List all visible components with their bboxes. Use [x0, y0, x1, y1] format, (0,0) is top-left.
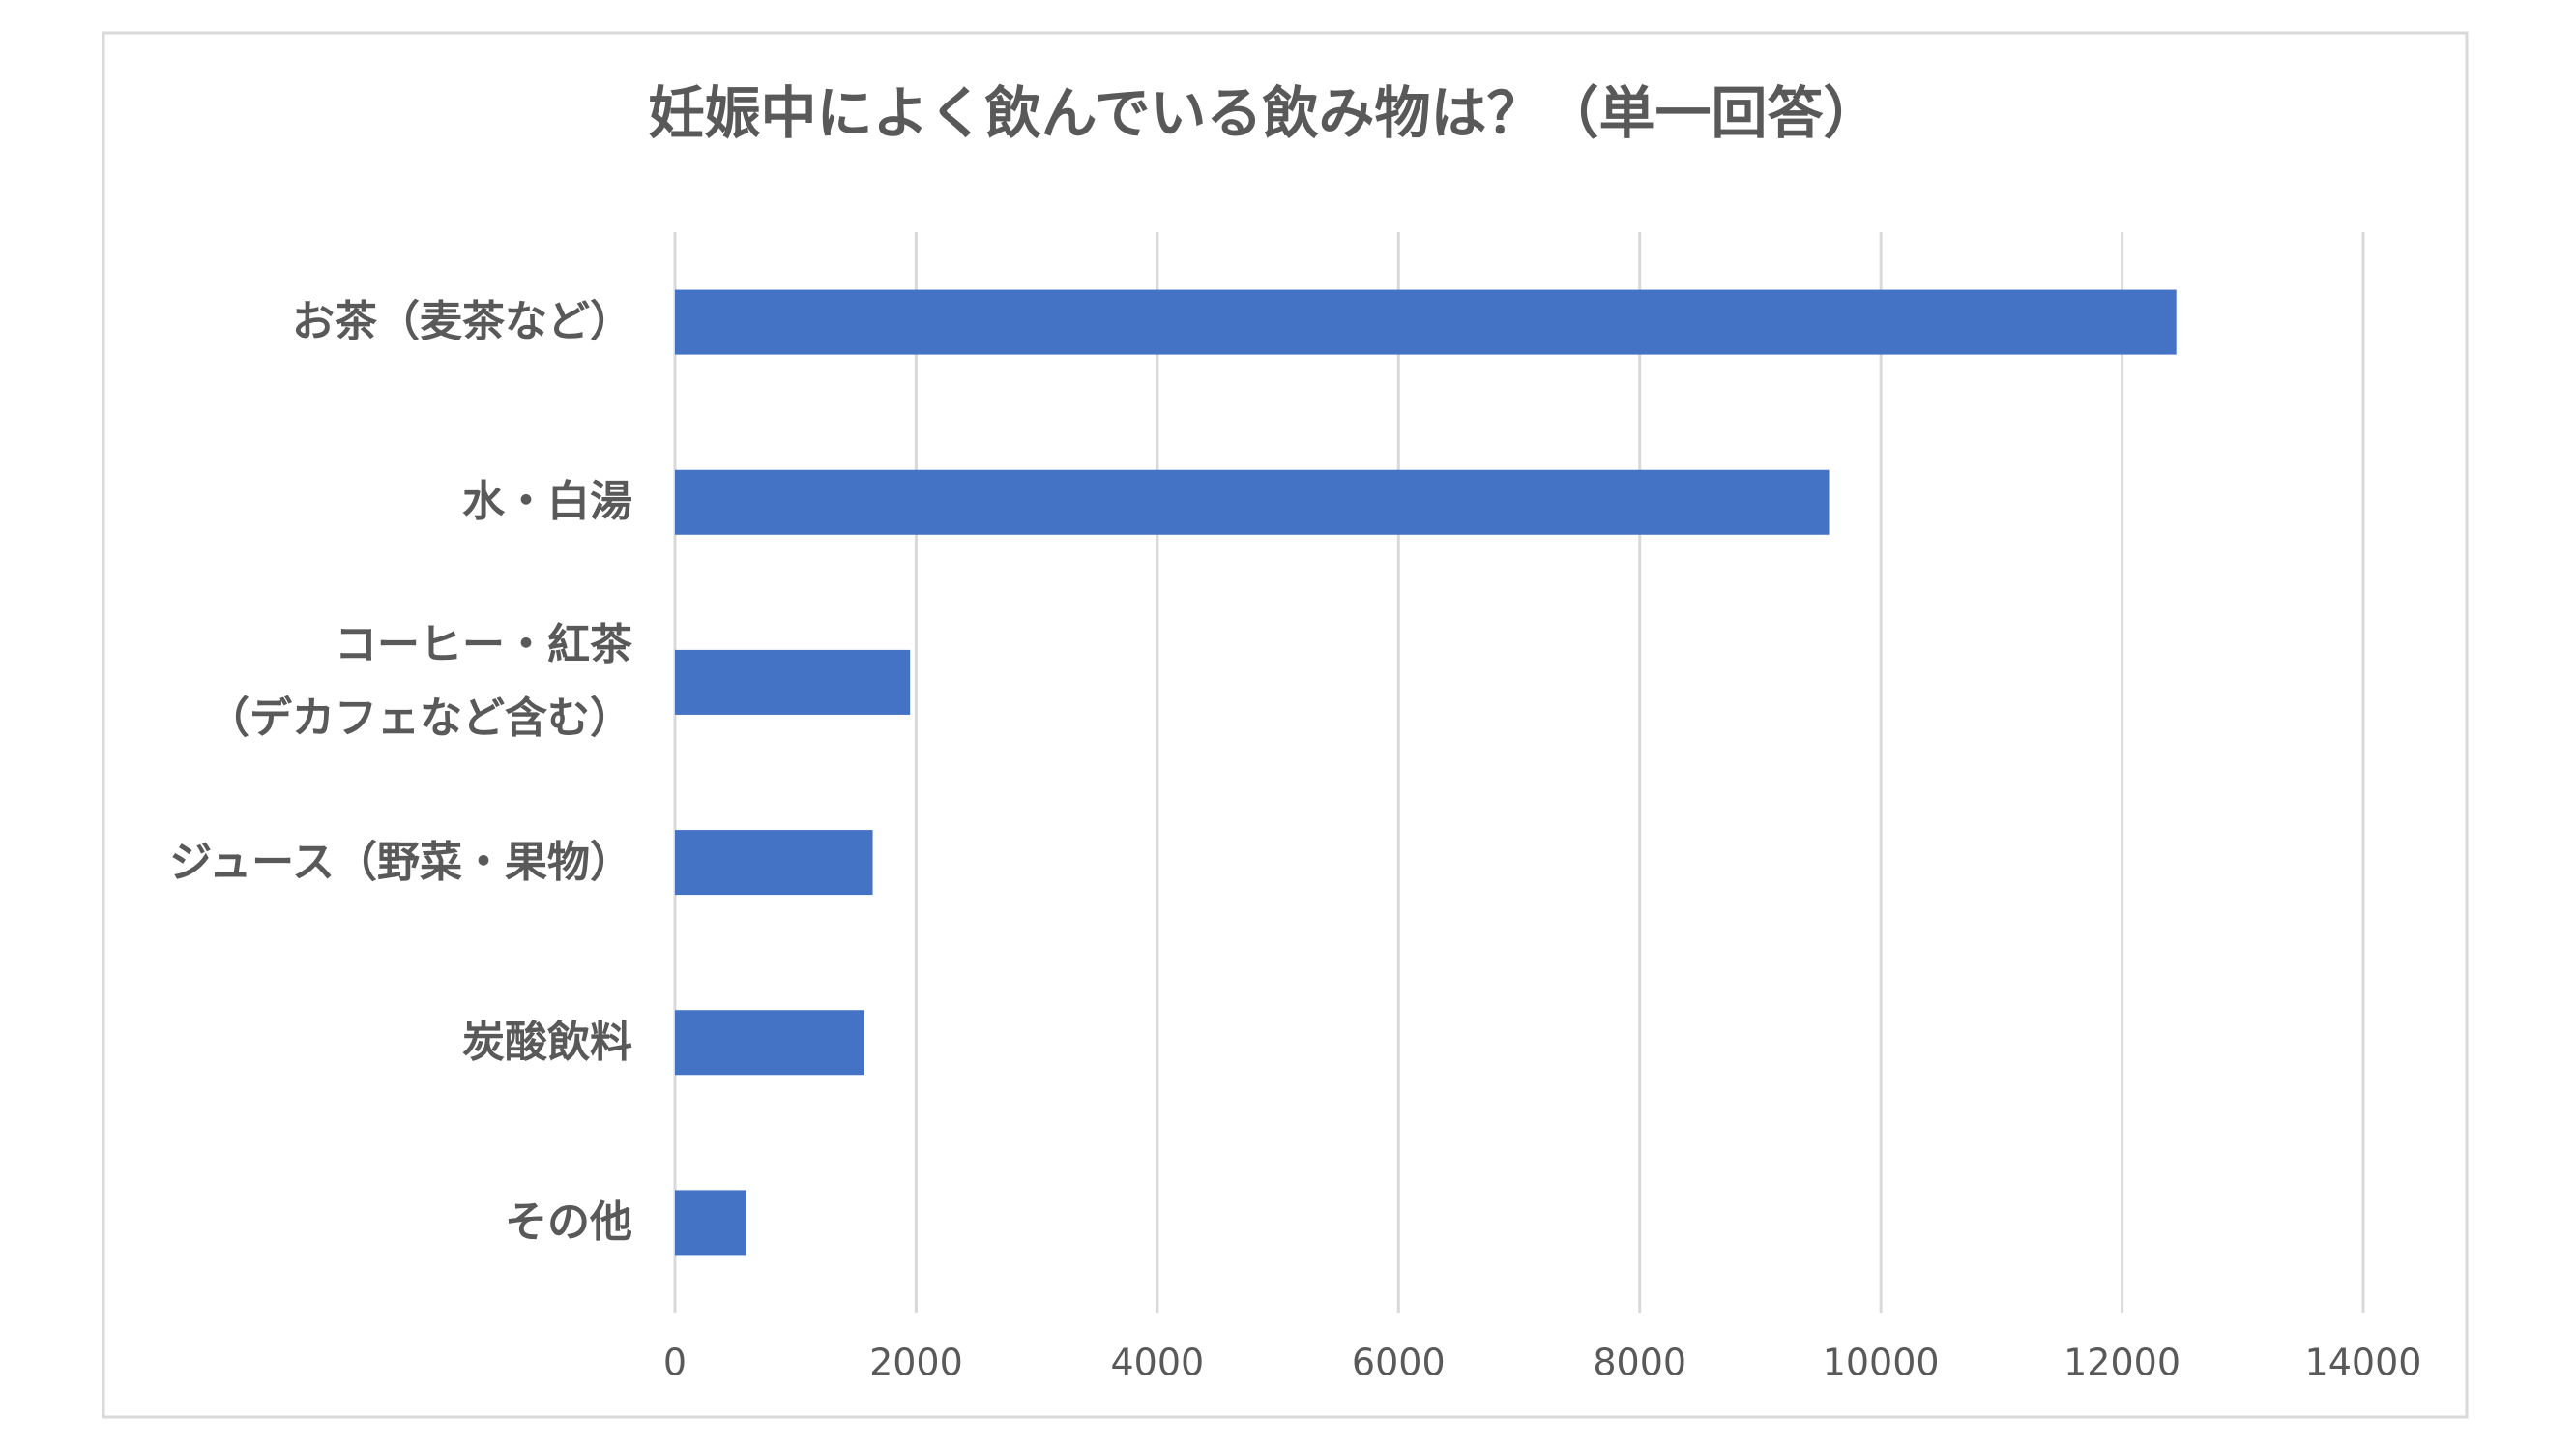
- y-tick-label: コーヒー・紅茶 （デカフェなど含む）: [207, 620, 632, 744]
- y-tick-label: その他: [505, 1197, 632, 1247]
- bar: [675, 649, 911, 715]
- bar: [675, 1190, 746, 1256]
- y-tick-label: 炭酸飲料: [462, 1017, 632, 1067]
- y-tick-label: お茶（麦茶など）: [292, 297, 632, 347]
- bar: [675, 1010, 864, 1076]
- chart-border: [102, 31, 2469, 1419]
- x-tick-label: 0: [663, 1342, 687, 1384]
- x-tick-label: 10000: [1823, 1342, 1940, 1384]
- x-tick-label: 2000: [869, 1342, 963, 1384]
- x-tick-label: 12000: [2064, 1342, 2181, 1384]
- x-tick-label: 4000: [1110, 1342, 1204, 1384]
- chart-title: 妊娠中によく飲んでいる飲み物は？（単一回答）: [648, 80, 1879, 146]
- bar: [675, 469, 1830, 535]
- y-tick-label: ジュース（野菜・果物）: [169, 837, 632, 887]
- y-tick-label: 水・白湯: [462, 477, 632, 527]
- x-tick-label: 14000: [2305, 1342, 2422, 1384]
- x-tick-label: 6000: [1352, 1342, 1446, 1384]
- bar: [675, 289, 2177, 355]
- x-tick-label: 8000: [1593, 1342, 1686, 1384]
- bar: [675, 830, 873, 896]
